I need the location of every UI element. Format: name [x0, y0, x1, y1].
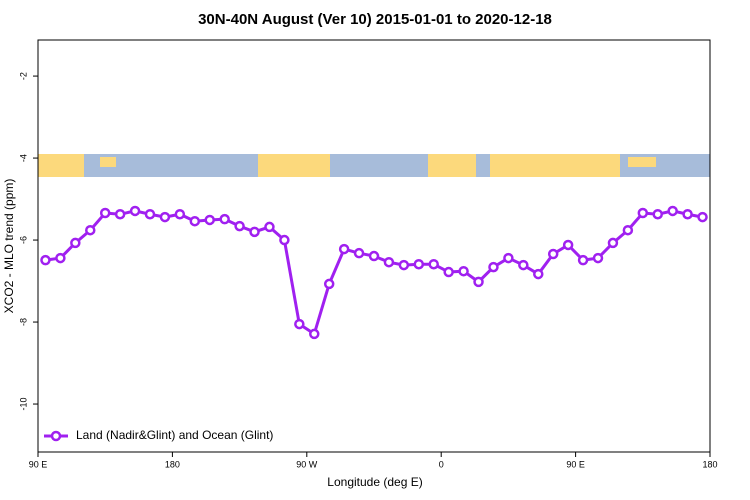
data-point: [562, 239, 574, 251]
y-tick-label: -2: [18, 72, 28, 80]
x-tick-label: 90 E: [566, 459, 585, 469]
y-tick-label: -10: [18, 398, 28, 411]
data-point: [174, 208, 186, 220]
data-point: [458, 265, 469, 277]
data-point: [518, 259, 529, 271]
data-point: [99, 207, 111, 219]
data-point: [682, 208, 693, 220]
data-point: [40, 254, 51, 266]
y-tick-label: -8: [18, 318, 28, 326]
x-tick-label: 90 W: [296, 459, 318, 469]
data-point: [413, 258, 425, 270]
data-point: [129, 205, 141, 217]
data-point: [219, 213, 230, 225]
data-point: [159, 211, 171, 223]
legend-label: Land (Nadir&Glint) and Ocean (Glint): [76, 428, 273, 442]
data-point: [70, 237, 81, 249]
data-point: [503, 252, 514, 264]
data-point: [398, 259, 410, 271]
data-point: [368, 250, 380, 262]
y-tick-label: -6: [18, 236, 28, 244]
data-point: [622, 224, 634, 236]
plot-frame: [37, 39, 711, 453]
data-point: [637, 207, 649, 219]
data-point: [309, 328, 320, 340]
data-point: [279, 234, 290, 246]
y-axis-label: XCO2 - MLO trend (ppm): [2, 179, 16, 314]
data-point: [264, 221, 275, 233]
y-tick-label: -4: [18, 154, 28, 162]
data-point: [488, 261, 499, 273]
data-point: [338, 243, 350, 255]
data-point: [353, 247, 365, 259]
legend-marker: [50, 430, 62, 442]
data-point: [592, 252, 604, 264]
data-point: [473, 276, 484, 288]
data-point: [428, 258, 439, 270]
data-point: [533, 268, 544, 280]
map-strip: [38, 154, 710, 177]
data-point: [323, 278, 335, 290]
data-point: [144, 208, 156, 220]
data-point: [234, 220, 245, 232]
x-tick-label: 90 E: [29, 459, 48, 469]
data-point: [577, 254, 589, 266]
data-point: [697, 211, 708, 223]
data-point: [204, 214, 215, 226]
data-point: [85, 224, 96, 236]
series-line: [45, 209, 703, 337]
chart-title: 30N-40N August (Ver 10) 2015-01-01 to 20…: [198, 11, 552, 28]
data-point: [667, 205, 678, 217]
data-point: [547, 248, 559, 260]
data-point: [607, 237, 619, 249]
data-point: [249, 226, 260, 238]
x-tick-label: 180: [702, 459, 717, 469]
data-point: [443, 266, 454, 278]
data-point: [652, 208, 663, 220]
x-tick-label: 180: [165, 459, 180, 469]
x-axis-label: Longitude (deg E): [327, 475, 422, 489]
data-point: [189, 215, 201, 227]
data-point: [294, 318, 305, 330]
data-point: [55, 252, 66, 264]
data-point: [383, 256, 395, 268]
data-point: [114, 208, 126, 220]
x-tick-label: 0: [439, 459, 444, 469]
